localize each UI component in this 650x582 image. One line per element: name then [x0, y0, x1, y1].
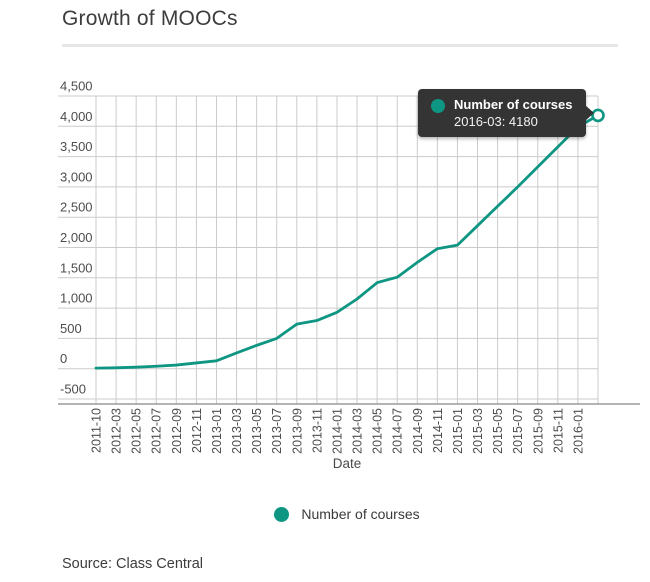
- x-tick-label: 2015-05: [491, 408, 505, 454]
- legend-label: Number of courses: [301, 506, 420, 522]
- x-tick-label: 2012-03: [110, 408, 124, 454]
- x-tick-label: 2013-09: [290, 408, 304, 454]
- tooltip-series-name: Number of courses: [454, 97, 573, 112]
- x-tick-label: 2011-10: [90, 408, 104, 453]
- y-tick-label: 0: [60, 351, 67, 366]
- tooltip-text-block: Number of courses 2016-03: 4180: [454, 97, 572, 130]
- x-tick-label: 2013-11: [310, 408, 324, 453]
- gridlines: [58, 95, 599, 404]
- x-tick-label: 2013-01: [210, 408, 224, 454]
- x-tick-label: 2012-05: [130, 408, 144, 454]
- tooltip: Number of courses 2016-03: 4180: [418, 89, 594, 137]
- x-tick-label: 2014-01: [330, 408, 344, 454]
- x-tick-label: 2013-05: [250, 408, 264, 454]
- tooltip-arrow-icon: [585, 105, 594, 121]
- x-tick-label: 2013-03: [230, 408, 244, 454]
- y-tick-label: 2,000: [60, 230, 93, 245]
- x-tick-label: 2015-09: [531, 408, 545, 454]
- y-tick-label: 2,500: [60, 200, 93, 215]
- x-tick-label: 2012-07: [150, 408, 164, 454]
- x-tick-label: 2015-11: [551, 408, 565, 453]
- tooltip-value: 2016-03: 4180: [454, 114, 538, 129]
- legend-item-number-of-courses[interactable]: Number of courses: [274, 506, 420, 522]
- highlighted-point-marker[interactable]: [591, 108, 605, 123]
- y-tick-label: 3,500: [60, 139, 93, 154]
- y-tick-label: 500: [60, 321, 82, 336]
- y-tick-label: 1,500: [60, 260, 93, 275]
- x-tick-label: 2014-07: [391, 408, 405, 454]
- x-tick-label: 2014-11: [431, 408, 445, 453]
- x-tick-label: 2015-01: [451, 408, 465, 454]
- y-tick-label: 4,500: [60, 79, 93, 94]
- x-tick-label: 2014-05: [371, 408, 385, 454]
- x-axis-title: Date: [333, 456, 362, 471]
- x-tick-label: 2012-09: [170, 408, 184, 454]
- legend-dot-icon: [274, 506, 290, 522]
- x-tick-label: 2015-03: [471, 408, 485, 454]
- x-tick-label: 2014-09: [411, 408, 425, 454]
- y-tick-label: 3,000: [60, 169, 93, 184]
- y-tick-label: -500: [60, 382, 86, 397]
- x-tick-label: 2016-01: [571, 408, 585, 454]
- legend: Number of courses: [96, 506, 598, 522]
- series-line-number-of-courses[interactable]: [94, 113, 600, 370]
- growth-chart: -500 0 500 1,000 1,500 2,000 2,500 3,000 3,500 4,…: [58, 79, 640, 471]
- y-tick-label: 1,000: [60, 291, 93, 306]
- x-tick-labels: 2011-10 2012-03 2012-05 2012-07 2012-09 2012-…: [90, 408, 586, 454]
- y-tick-label: 4,000: [60, 109, 93, 124]
- page-title: Growth of MOOCs: [62, 7, 238, 30]
- x-tick-label: 2014-03: [351, 408, 365, 454]
- x-tick-label: 2012-11: [190, 408, 204, 453]
- x-tick-label: 2015-07: [511, 408, 525, 454]
- title-divider: [62, 44, 618, 47]
- tooltip-series-dot-icon: [431, 99, 445, 113]
- source-text: Source: Class Central: [62, 556, 204, 572]
- x-tick-label: 2013-07: [270, 408, 284, 454]
